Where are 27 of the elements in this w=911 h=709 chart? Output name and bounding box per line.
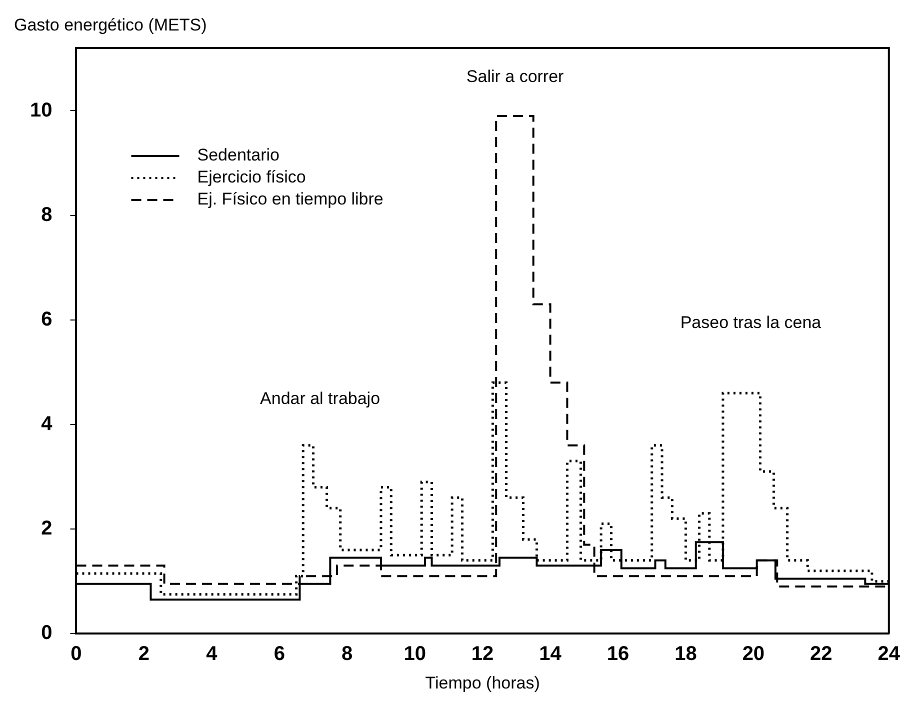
x-tick-label: 18 [674,643,697,666]
y-tick-label: 2 [41,518,52,540]
y-tick-label: 6 [41,308,52,330]
y-tick-label: 4 [41,412,54,435]
y-tick-label: 0 [41,622,52,644]
x-axis-title: Tiempo (horas) [425,673,540,692]
x-tick-label: 8 [342,643,353,666]
x-tick-label: 4 [206,643,218,666]
x-tick-label: 12 [471,643,494,666]
x-tick-label: 6 [274,643,285,666]
y-tick-label: 8 [41,204,52,226]
y-axis-title: Gasto energético (METS) [14,16,207,35]
legend-label: Ejercicio físico [197,168,306,187]
x-tick-label: 24 [878,643,901,666]
x-tick-label: 14 [539,643,562,666]
annotation: Paseo tras la cena [680,312,822,332]
x-tick-label: 22 [810,643,832,666]
x-tick-label: 10 [404,643,426,666]
legend-label: Ej. Físico en tiempo libre [197,190,384,209]
legend-label: Sedentario [197,146,280,165]
x-tick-label: 16 [606,643,630,666]
annotation: Salir a correr [466,66,564,86]
annotation: Andar al trabajo [260,389,380,408]
x-tick-label: 2 [138,643,150,666]
x-tick-label: 0 [70,643,82,666]
x-tick-label: 20 [742,643,765,666]
y-tick-label: 10 [30,99,52,122]
